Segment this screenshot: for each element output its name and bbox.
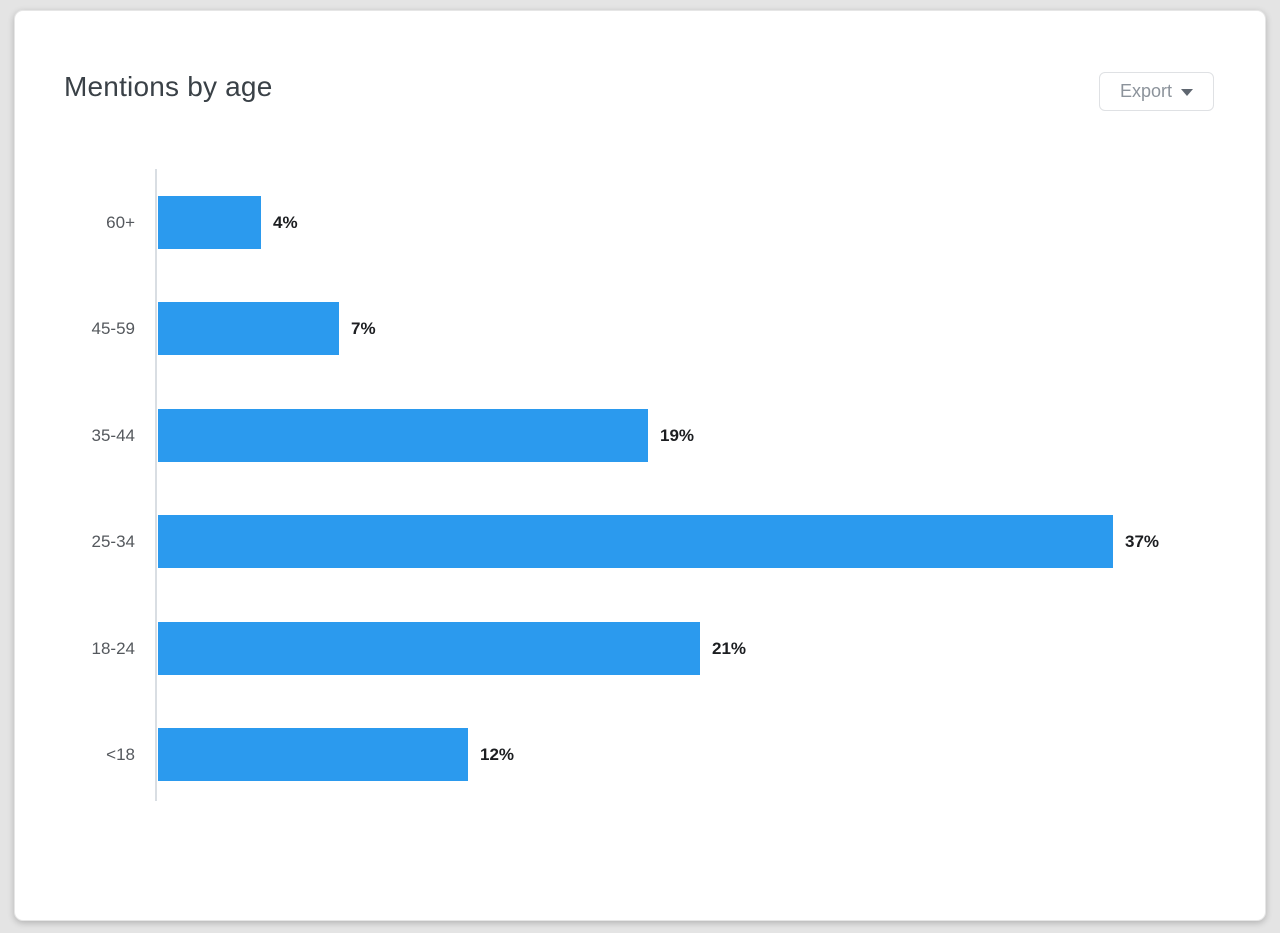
bar[interactable] bbox=[158, 409, 648, 462]
bar[interactable] bbox=[158, 302, 339, 355]
export-button-label: Export bbox=[1119, 81, 1173, 101]
value-label: 21% bbox=[712, 639, 747, 658]
page-title: Mentions by age bbox=[64, 71, 273, 102]
chart-row: 18-24 21% bbox=[15, 622, 1267, 675]
chart-row: 25-34 37% bbox=[15, 515, 1267, 568]
value-label: 7% bbox=[351, 319, 376, 338]
bar[interactable] bbox=[158, 622, 700, 675]
y-axis-line bbox=[155, 169, 157, 801]
value-label: 19% bbox=[660, 426, 695, 445]
chart-card: Mentions by age Export 60+ 4% 45-59 7% 35-44… bbox=[14, 10, 1266, 921]
category-label: 35-44 bbox=[91, 426, 135, 445]
chart-row: 60+ 4% bbox=[15, 196, 1267, 249]
bar[interactable] bbox=[158, 515, 1113, 568]
chart-row: 45-59 7% bbox=[15, 302, 1267, 355]
export-button[interactable]: Export bbox=[1099, 72, 1214, 111]
category-label: 60+ bbox=[106, 213, 135, 232]
bar[interactable] bbox=[158, 196, 261, 249]
category-label: 18-24 bbox=[91, 639, 135, 658]
category-label: <18 bbox=[106, 745, 135, 764]
caret-down-icon bbox=[1181, 89, 1194, 96]
chart-row: <18 12% bbox=[15, 728, 1267, 781]
value-label: 4% bbox=[273, 213, 298, 232]
bar-chart: 60+ 4% 45-59 7% 35-44 19% 25-34 37% 18-24 21% <18 1… bbox=[15, 11, 1267, 922]
chart-row: 35-44 19% bbox=[15, 409, 1267, 462]
value-label: 12% bbox=[480, 745, 515, 764]
bar[interactable] bbox=[158, 728, 468, 781]
category-label: 25-34 bbox=[91, 532, 135, 551]
category-label: 45-59 bbox=[91, 319, 135, 338]
value-label: 37% bbox=[1125, 532, 1160, 551]
